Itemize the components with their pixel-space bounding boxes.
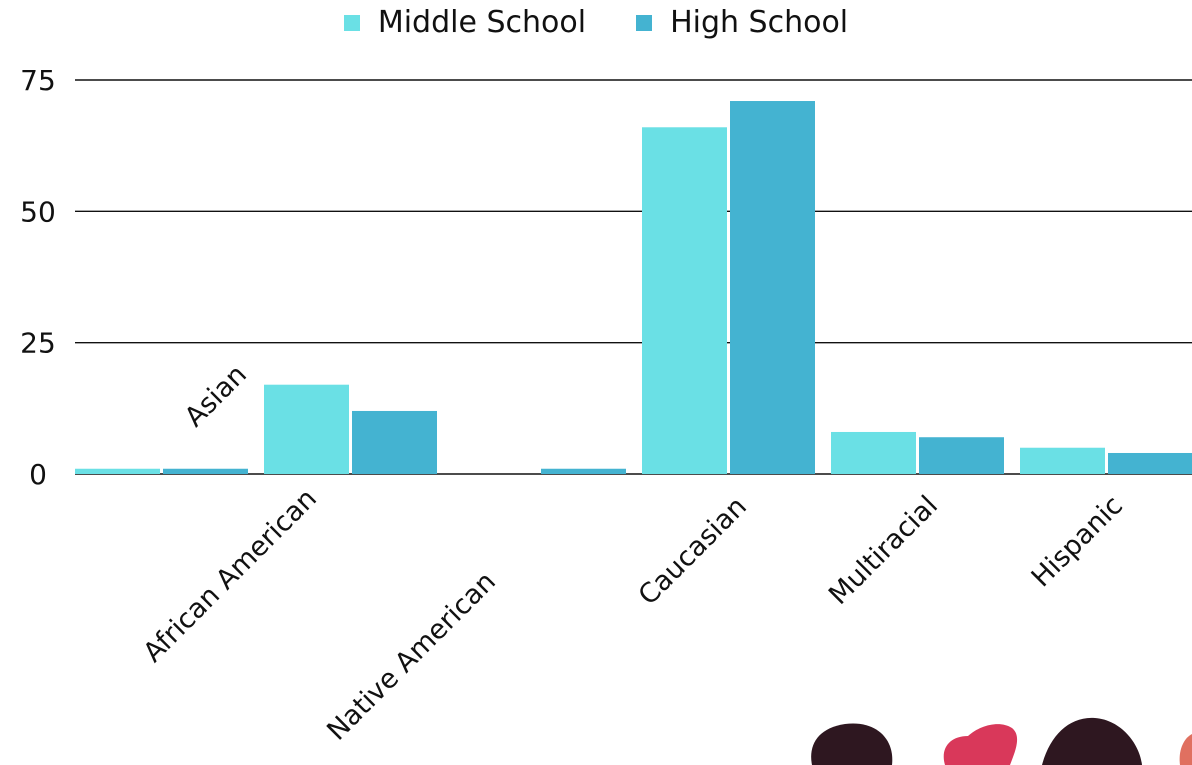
y-tick-label: 75 bbox=[20, 64, 56, 97]
legend-swatch-high-school bbox=[636, 15, 653, 31]
bar-middle-school-multiracial bbox=[831, 431, 916, 474]
legend: Middle School High School bbox=[0, 5, 1192, 41]
legend-label-high-school: High School bbox=[670, 5, 849, 40]
x-tick-label: Caucasian bbox=[633, 491, 753, 611]
bar-high-school-asian bbox=[163, 468, 248, 474]
decorative-figures bbox=[811, 717, 1192, 765]
gridlines bbox=[75, 79, 1192, 475]
person-silhouette-icon bbox=[811, 723, 893, 765]
x-tick-label: Hispanic bbox=[1026, 490, 1129, 593]
x-tick-label: Multiracial bbox=[823, 490, 944, 611]
bar-high-school-native-american bbox=[541, 468, 626, 474]
person-silhouette-icon bbox=[943, 724, 1018, 765]
person-silhouette-icon bbox=[1042, 717, 1142, 765]
bar-high-school-african-american bbox=[352, 410, 437, 474]
bar-middle-school-asian bbox=[75, 468, 160, 474]
bar-high-school-hispanic bbox=[1108, 452, 1192, 474]
y-tick-label: 0 bbox=[29, 458, 47, 491]
y-axis-ticks: 0 25 50 75 bbox=[20, 64, 56, 491]
legend-item-high-school: High School bbox=[636, 5, 848, 41]
legend-label-middle-school: Middle School bbox=[377, 5, 587, 40]
bars bbox=[75, 101, 1192, 474]
bar-middle-school-hispanic bbox=[1020, 447, 1105, 474]
y-tick-label: 50 bbox=[20, 195, 56, 228]
y-tick-label: 25 bbox=[20, 327, 56, 360]
person-silhouette-icon bbox=[1179, 734, 1192, 765]
x-tick-label: Asian bbox=[179, 359, 253, 433]
bar-middle-school-african-american bbox=[264, 384, 349, 474]
bar-high-school-caucasian bbox=[730, 101, 815, 474]
bar-high-school-multiracial bbox=[919, 437, 1004, 474]
legend-swatch-middle-school bbox=[343, 15, 360, 31]
x-tick-label: African American bbox=[138, 483, 323, 668]
x-tick-label: Native American bbox=[321, 566, 502, 747]
bar-middle-school-caucasian bbox=[642, 127, 727, 474]
legend-item-middle-school: Middle School bbox=[343, 5, 587, 41]
